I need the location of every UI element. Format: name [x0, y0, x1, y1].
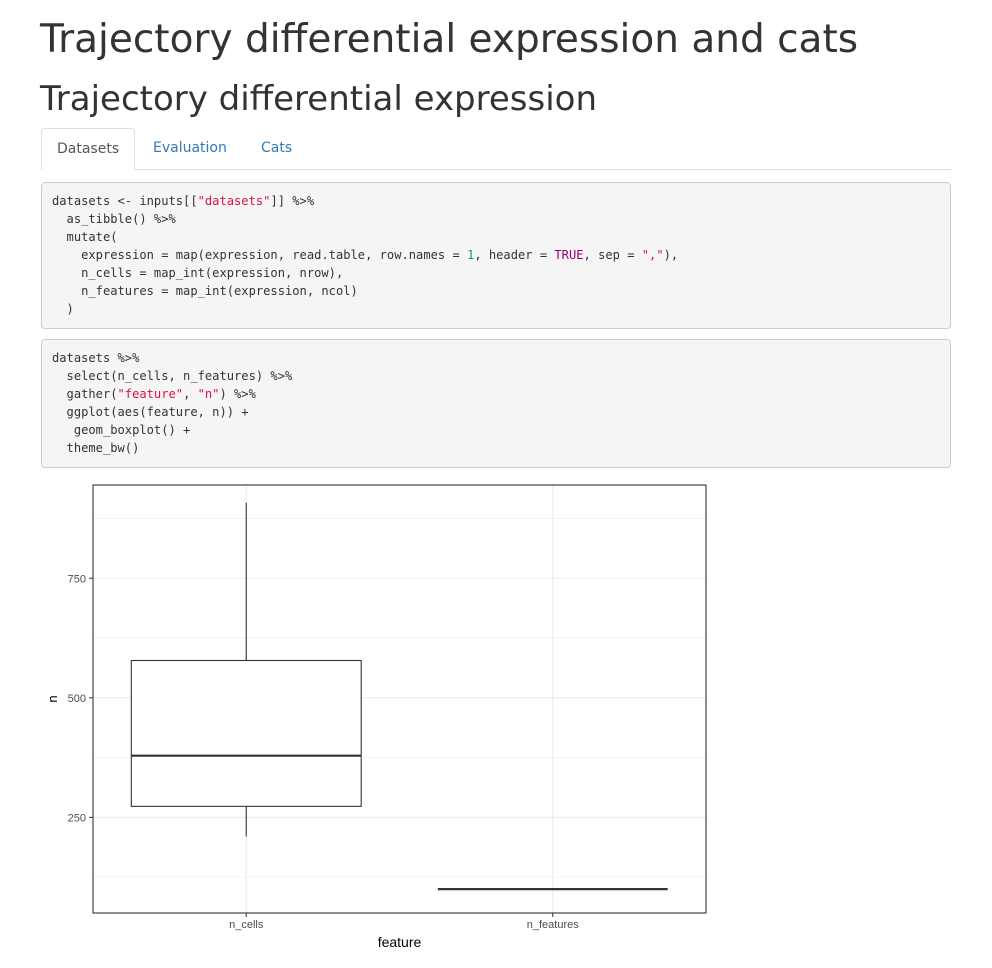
code-line: mutate( — [52, 230, 118, 244]
x-axis: n_cells n_features — [229, 913, 579, 931]
code-line: ggplot(aes(feature, n)) + — [52, 405, 249, 419]
page-title: Trajectory differential expression and c… — [40, 17, 859, 62]
y-tick-label: 250 — [68, 812, 86, 824]
code-block-plot[interactable]: datasets %>% select(n_cells, n_features)… — [41, 339, 951, 468]
y-tick-label: 500 — [68, 693, 86, 705]
section-title: Trajectory differential expression — [40, 79, 598, 119]
code-line: n_cells = map_int(expression, nrow), — [52, 266, 344, 280]
code-line: as_tibble() %>% — [52, 212, 176, 226]
y-axis-title: n — [45, 695, 60, 702]
y-tick-label: 750 — [68, 573, 86, 585]
tab-cats[interactable]: Cats — [261, 140, 293, 156]
code-line: datasets %>% — [52, 351, 140, 365]
code-line: gather("feature", "n") %>% — [52, 387, 256, 401]
code-line: expression = map(expression, read.table,… — [52, 248, 679, 262]
tab-evaluation[interactable]: Evaluation — [153, 140, 227, 156]
plot-panel-border — [92, 484, 707, 914]
y-axis: 250 500 750 — [68, 573, 93, 824]
tab-bar: Datasets Evaluation Cats — [41, 128, 951, 170]
x-axis-title: feature — [378, 934, 422, 950]
boxplot-chart: 250 500 750 n_cells n_features n feature — [45, 484, 707, 950]
box-n_cells — [130, 659, 362, 807]
box-group — [130, 502, 668, 891]
tab-datasets[interactable]: Datasets — [41, 128, 136, 170]
code-line: select(n_cells, n_features) %>% — [52, 369, 293, 383]
code-line: datasets <- inputs[["datasets"]] %>% — [52, 194, 315, 208]
code-line: geom_boxplot() + — [52, 423, 191, 437]
x-tick-label: n_cells — [229, 919, 264, 931]
code-line: n_features = map_int(expression, ncol) — [52, 284, 358, 298]
code-block-datasets[interactable]: datasets <- inputs[["datasets"]] %>% as_… — [41, 182, 951, 329]
code-line: ) — [52, 302, 74, 316]
code-line: theme_bw() — [52, 441, 140, 455]
x-tick-label: n_features — [527, 919, 579, 931]
